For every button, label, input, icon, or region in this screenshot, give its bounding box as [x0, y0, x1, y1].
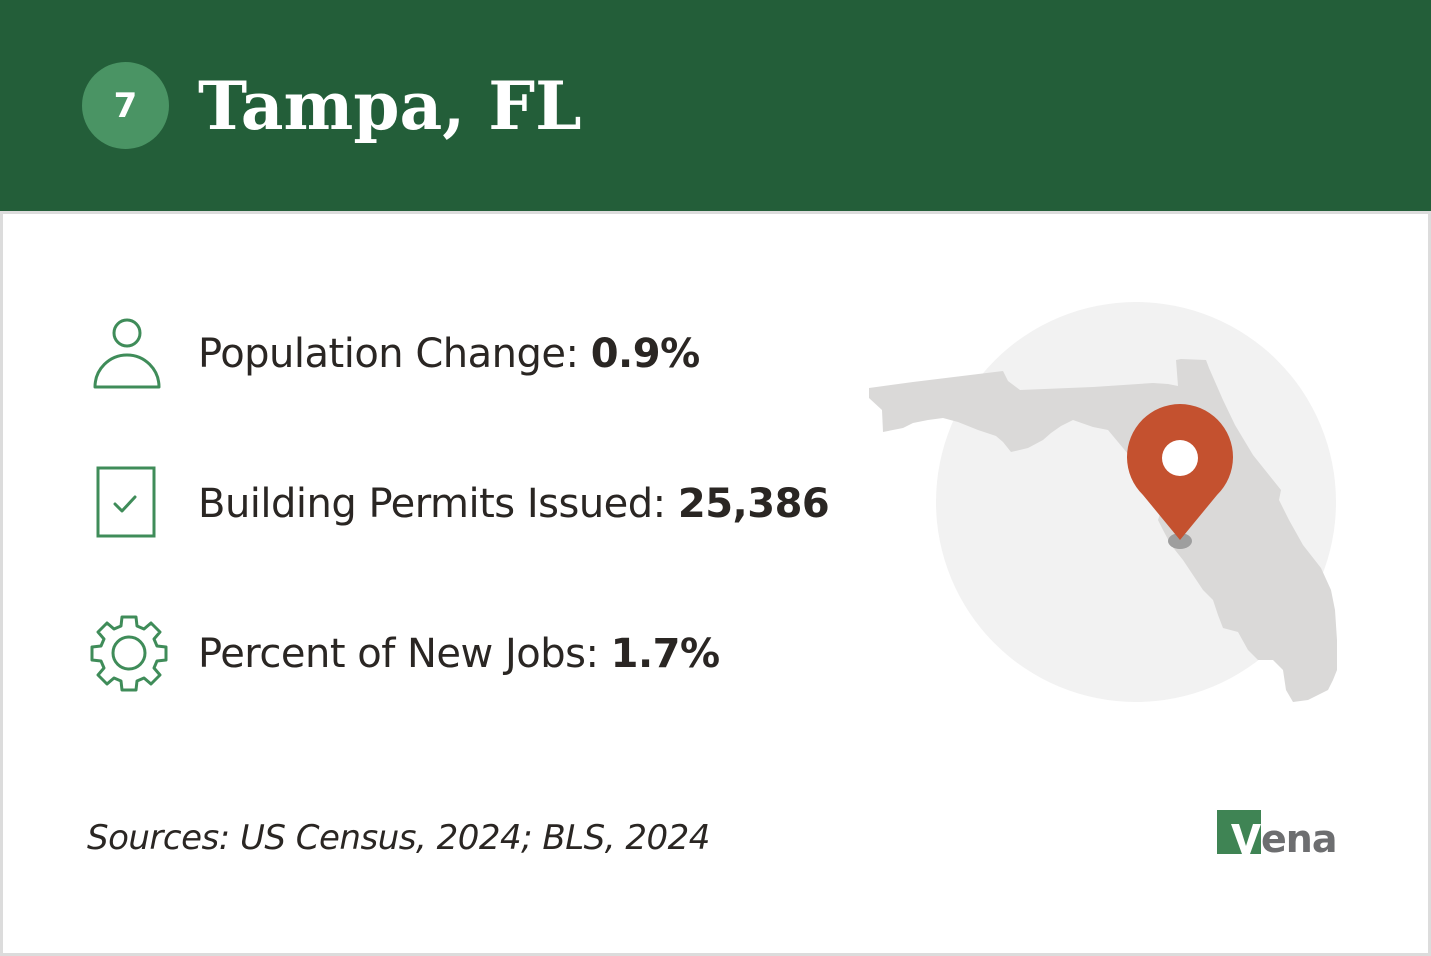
stat-text: Building Permits Issued: 25,386 — [198, 479, 830, 529]
stat-text: Population Change: 0.9% — [198, 329, 700, 379]
stat-building-permits: Building Permits Issued: 25,386 — [3, 459, 863, 549]
marker-shadow — [1168, 533, 1192, 549]
rank-badge: 7 — [82, 62, 169, 149]
header-banner: 7 Tampa, FL — [0, 0, 1431, 211]
stat-text: Percent of New Jobs: 1.7% — [198, 629, 720, 679]
stat-label: Percent of New Jobs: — [198, 631, 611, 677]
person-icon — [93, 318, 161, 389]
rank-number: 7 — [113, 85, 138, 126]
sources-note: Sources: US Census, 2024; BLS, 2024 — [87, 818, 710, 858]
stat-value: 0.9% — [590, 331, 700, 377]
vena-logo: ena — [1217, 810, 1337, 858]
stats-card: Population Change: 0.9% Building Permits… — [3, 214, 1428, 953]
marker-center-dot — [1162, 440, 1198, 476]
svg-text:ena: ena — [1261, 817, 1336, 858]
gear-icon — [90, 615, 168, 692]
stat-label: Building Permits Issued: — [198, 481, 678, 527]
stat-value: 1.7% — [610, 631, 720, 677]
stat-population-change: Population Change: 0.9% — [3, 309, 863, 399]
stat-value: 25,386 — [677, 481, 830, 527]
stat-label: Population Change: — [198, 331, 591, 377]
city-title: Tampa, FL — [198, 67, 582, 145]
florida-map — [869, 302, 1337, 702]
checked-document-icon — [96, 466, 156, 538]
stat-new-jobs: Percent of New Jobs: 1.7% — [3, 609, 863, 699]
